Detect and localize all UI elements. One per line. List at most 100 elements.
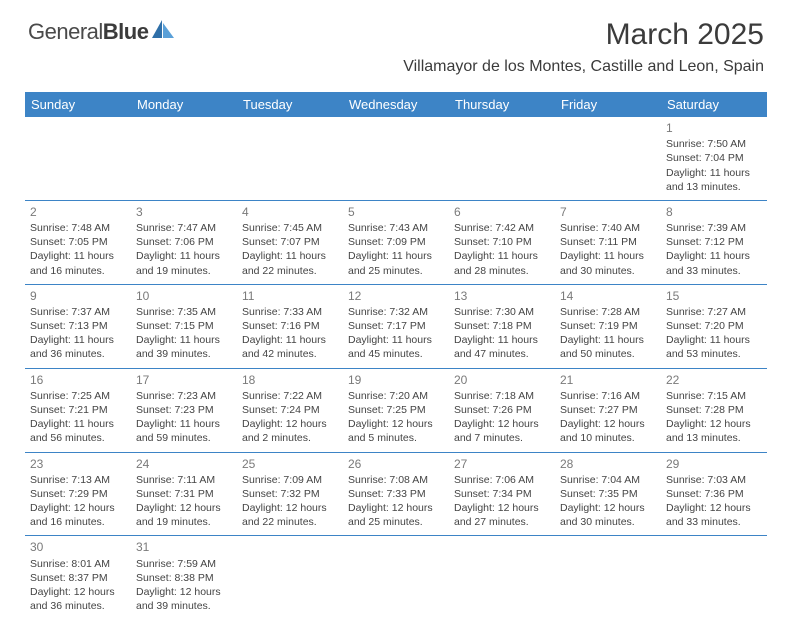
daylight-text: Daylight: 12 hours (30, 501, 126, 515)
sunset-text: Sunset: 7:15 PM (136, 319, 232, 333)
daylight-text: and 50 minutes. (560, 347, 656, 361)
day-number: 5 (348, 204, 444, 220)
calendar-day: 7Sunrise: 7:40 AMSunset: 7:11 PMDaylight… (555, 200, 661, 284)
sunrise-text: Sunrise: 7:32 AM (348, 305, 444, 319)
day-number: 25 (242, 456, 338, 472)
calendar-day-empty (343, 117, 449, 200)
page-title: March 2025 (403, 18, 764, 52)
calendar-day: 28Sunrise: 7:04 AMSunset: 7:35 PMDayligh… (555, 452, 661, 536)
daylight-text: and 56 minutes. (30, 431, 126, 445)
day-number: 22 (666, 372, 762, 388)
day-number: 1 (666, 120, 762, 136)
calendar-day-empty (449, 536, 555, 619)
sunset-text: Sunset: 7:07 PM (242, 235, 338, 249)
calendar-day: 18Sunrise: 7:22 AMSunset: 7:24 PMDayligh… (237, 368, 343, 452)
sunset-text: Sunset: 7:18 PM (454, 319, 550, 333)
sunset-text: Sunset: 7:32 PM (242, 487, 338, 501)
calendar-day: 5Sunrise: 7:43 AMSunset: 7:09 PMDaylight… (343, 200, 449, 284)
sunset-text: Sunset: 7:21 PM (30, 403, 126, 417)
sunset-text: Sunset: 7:35 PM (560, 487, 656, 501)
sunrise-text: Sunrise: 7:35 AM (136, 305, 232, 319)
day-number: 29 (666, 456, 762, 472)
day-number: 28 (560, 456, 656, 472)
daylight-text: Daylight: 11 hours (454, 333, 550, 347)
sunrise-text: Sunrise: 7:59 AM (136, 557, 232, 571)
calendar-day-empty (131, 117, 237, 200)
calendar-day: 1Sunrise: 7:50 AMSunset: 7:04 PMDaylight… (661, 117, 767, 200)
day-number: 12 (348, 288, 444, 304)
day-number: 13 (454, 288, 550, 304)
sunrise-text: Sunrise: 7:18 AM (454, 389, 550, 403)
calendar-day: 31Sunrise: 7:59 AMSunset: 8:38 PMDayligh… (131, 536, 237, 619)
daylight-text: and 5 minutes. (348, 431, 444, 445)
sunset-text: Sunset: 8:38 PM (136, 571, 232, 585)
daylight-text: Daylight: 12 hours (666, 501, 762, 515)
sunrise-text: Sunrise: 7:39 AM (666, 221, 762, 235)
calendar-day: 27Sunrise: 7:06 AMSunset: 7:34 PMDayligh… (449, 452, 555, 536)
day-header-row: SundayMondayTuesdayWednesdayThursdayFrid… (25, 92, 767, 117)
sunset-text: Sunset: 7:25 PM (348, 403, 444, 417)
calendar-day: 8Sunrise: 7:39 AMSunset: 7:12 PMDaylight… (661, 200, 767, 284)
day-header: Saturday (661, 92, 767, 117)
daylight-text: and 36 minutes. (30, 599, 126, 613)
daylight-text: and 13 minutes. (666, 180, 762, 194)
sunrise-text: Sunrise: 7:09 AM (242, 473, 338, 487)
calendar-day: 10Sunrise: 7:35 AMSunset: 7:15 PMDayligh… (131, 284, 237, 368)
daylight-text: Daylight: 11 hours (348, 333, 444, 347)
sunset-text: Sunset: 7:20 PM (666, 319, 762, 333)
sunset-text: Sunset: 7:12 PM (666, 235, 762, 249)
calendar-day-empty (555, 117, 661, 200)
daylight-text: Daylight: 11 hours (136, 333, 232, 347)
sunrise-text: Sunrise: 7:37 AM (30, 305, 126, 319)
calendar-day: 21Sunrise: 7:16 AMSunset: 7:27 PMDayligh… (555, 368, 661, 452)
day-number: 26 (348, 456, 444, 472)
calendar-day: 23Sunrise: 7:13 AMSunset: 7:29 PMDayligh… (25, 452, 131, 536)
sunset-text: Sunset: 7:24 PM (242, 403, 338, 417)
sunrise-text: Sunrise: 8:01 AM (30, 557, 126, 571)
day-number: 2 (30, 204, 126, 220)
sunrise-text: Sunrise: 7:16 AM (560, 389, 656, 403)
sunset-text: Sunset: 8:37 PM (30, 571, 126, 585)
day-number: 7 (560, 204, 656, 220)
sunrise-text: Sunrise: 7:25 AM (30, 389, 126, 403)
calendar-day: 4Sunrise: 7:45 AMSunset: 7:07 PMDaylight… (237, 200, 343, 284)
sunrise-text: Sunrise: 7:40 AM (560, 221, 656, 235)
daylight-text: and 19 minutes. (136, 264, 232, 278)
calendar-week: 2Sunrise: 7:48 AMSunset: 7:05 PMDaylight… (25, 200, 767, 284)
sunrise-text: Sunrise: 7:27 AM (666, 305, 762, 319)
daylight-text: Daylight: 12 hours (242, 417, 338, 431)
day-header: Sunday (25, 92, 131, 117)
daylight-text: and 16 minutes. (30, 264, 126, 278)
daylight-text: and 47 minutes. (454, 347, 550, 361)
sunrise-text: Sunrise: 7:11 AM (136, 473, 232, 487)
day-number: 20 (454, 372, 550, 388)
day-number: 19 (348, 372, 444, 388)
day-number: 9 (30, 288, 126, 304)
daylight-text: Daylight: 12 hours (454, 417, 550, 431)
calendar-day-empty (237, 536, 343, 619)
sunset-text: Sunset: 7:29 PM (30, 487, 126, 501)
brand-text: GeneralBlue (28, 19, 148, 45)
sunset-text: Sunset: 7:23 PM (136, 403, 232, 417)
daylight-text: Daylight: 12 hours (666, 417, 762, 431)
sunrise-text: Sunrise: 7:20 AM (348, 389, 444, 403)
daylight-text: and 22 minutes. (242, 264, 338, 278)
daylight-text: Daylight: 12 hours (242, 501, 338, 515)
daylight-text: and 25 minutes. (348, 264, 444, 278)
sunset-text: Sunset: 7:27 PM (560, 403, 656, 417)
sunset-text: Sunset: 7:17 PM (348, 319, 444, 333)
calendar-day: 16Sunrise: 7:25 AMSunset: 7:21 PMDayligh… (25, 368, 131, 452)
sunset-text: Sunset: 7:28 PM (666, 403, 762, 417)
sunrise-text: Sunrise: 7:48 AM (30, 221, 126, 235)
sunset-text: Sunset: 7:33 PM (348, 487, 444, 501)
daylight-text: and 10 minutes. (560, 431, 656, 445)
daylight-text: and 28 minutes. (454, 264, 550, 278)
daylight-text: Daylight: 11 hours (348, 249, 444, 263)
day-number: 15 (666, 288, 762, 304)
sunrise-text: Sunrise: 7:45 AM (242, 221, 338, 235)
sunrise-text: Sunrise: 7:47 AM (136, 221, 232, 235)
daylight-text: Daylight: 11 hours (666, 166, 762, 180)
daylight-text: and 39 minutes. (136, 599, 232, 613)
daylight-text: and 33 minutes. (666, 515, 762, 529)
sunrise-text: Sunrise: 7:28 AM (560, 305, 656, 319)
